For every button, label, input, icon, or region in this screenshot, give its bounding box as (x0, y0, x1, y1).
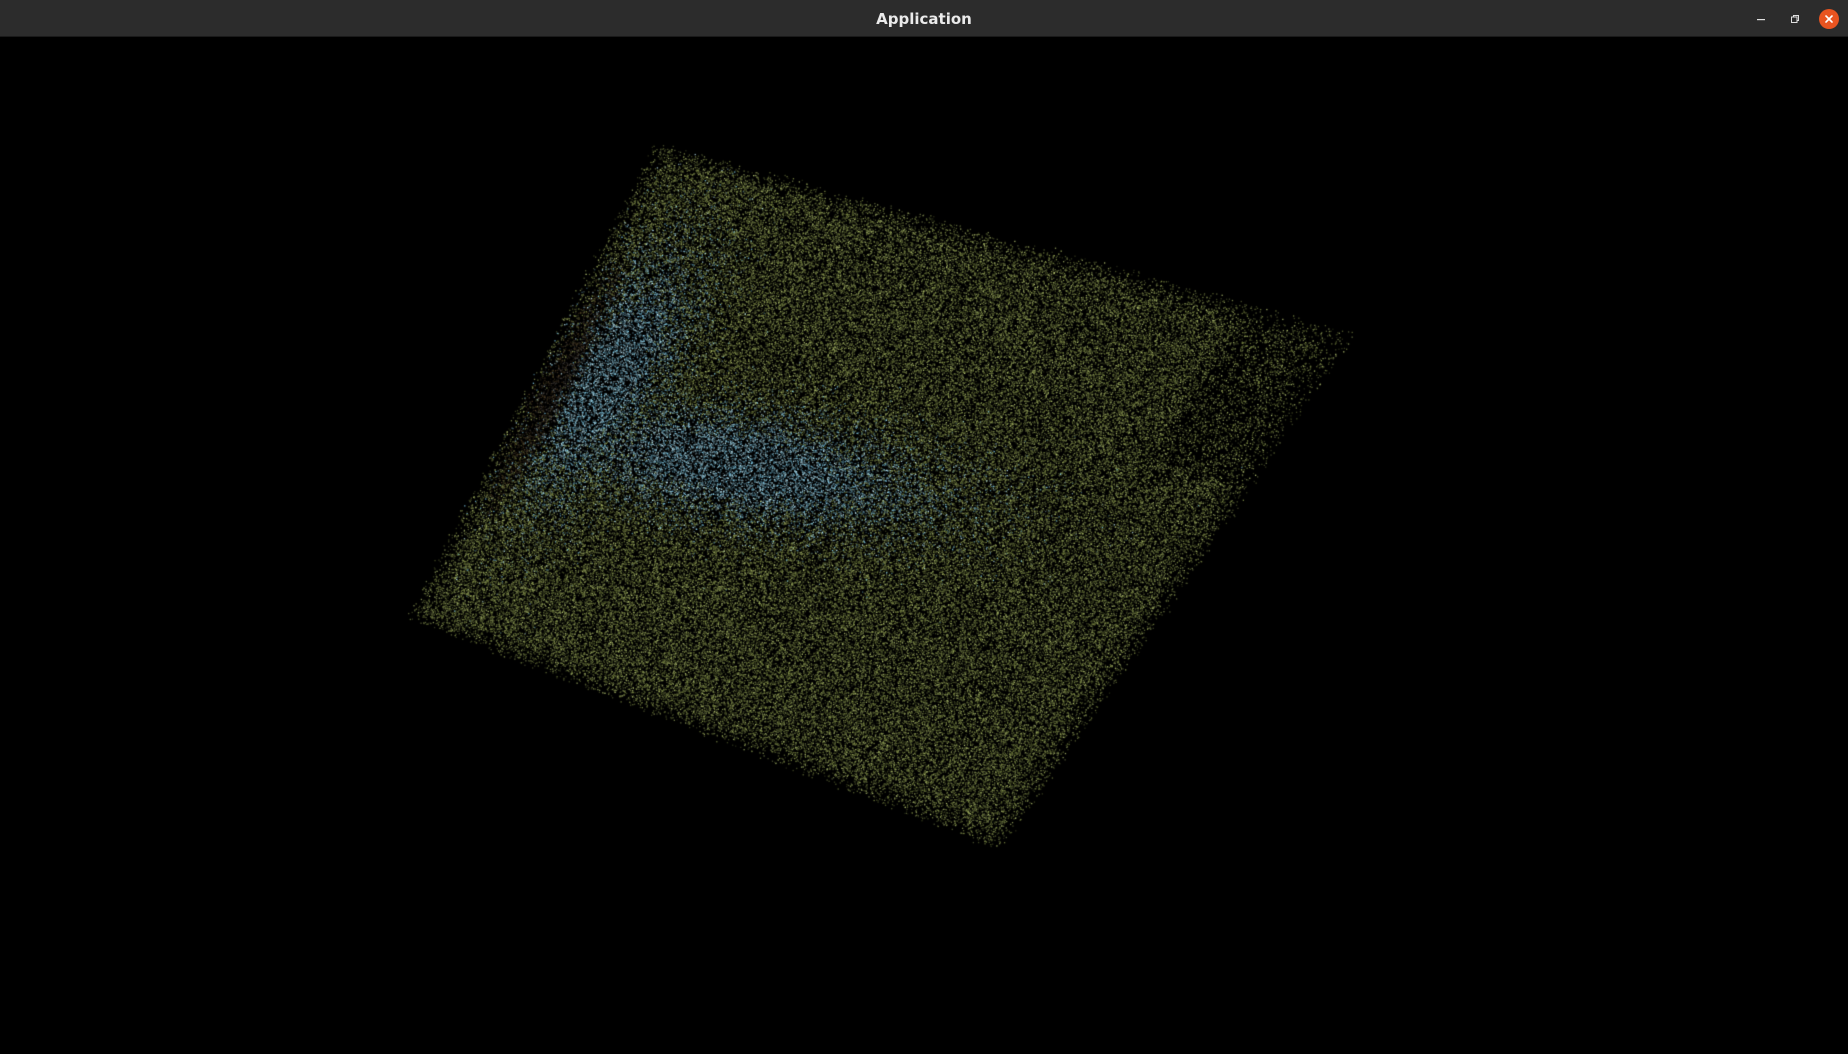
minimize-icon (1755, 13, 1767, 25)
close-button[interactable] (1819, 9, 1839, 29)
restore-button[interactable] (1785, 9, 1805, 29)
title-bar[interactable]: Application (0, 0, 1848, 37)
point-cloud-render[interactable] (0, 37, 1848, 1054)
restore-icon (1789, 13, 1801, 25)
3d-viewport[interactable] (0, 37, 1848, 1054)
window-title: Application (876, 10, 972, 28)
close-icon (1823, 13, 1835, 25)
minimize-button[interactable] (1751, 9, 1771, 29)
